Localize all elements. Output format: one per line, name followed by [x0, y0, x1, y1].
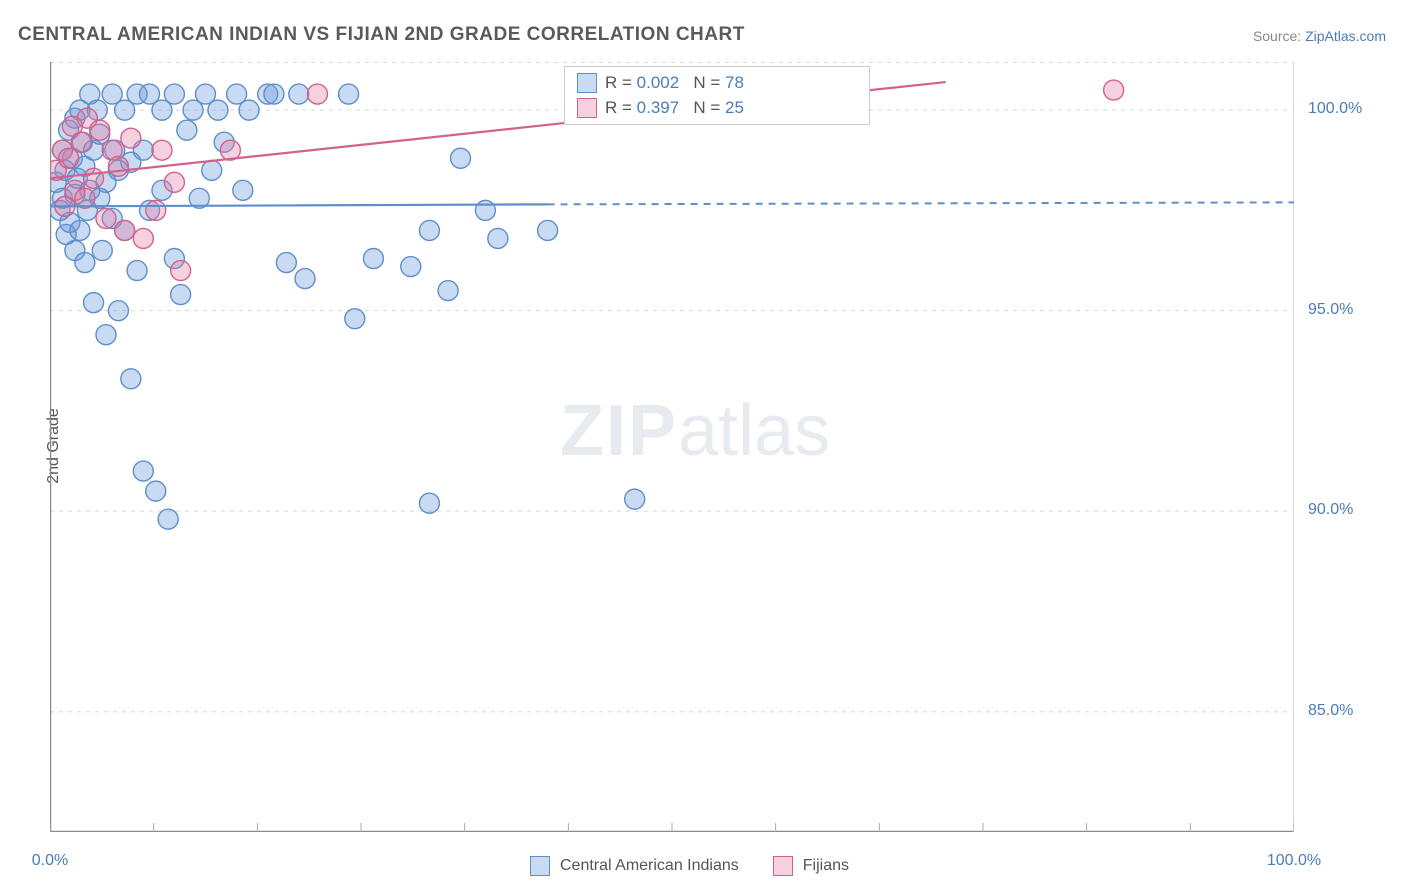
data-point	[133, 228, 153, 248]
data-point	[121, 128, 141, 148]
data-point	[115, 220, 135, 240]
data-point	[164, 172, 184, 192]
data-point	[84, 168, 104, 188]
data-point	[438, 281, 458, 301]
data-point	[202, 160, 222, 180]
data-point	[1104, 80, 1124, 100]
data-point	[75, 253, 95, 273]
data-point	[419, 220, 439, 240]
data-point	[475, 200, 495, 220]
data-point	[488, 228, 508, 248]
chart-title: CENTRAL AMERICAN INDIAN VS FIJIAN 2ND GR…	[18, 24, 745, 46]
source-prefix: Source:	[1253, 28, 1305, 44]
data-point	[538, 220, 558, 240]
data-point	[451, 148, 471, 168]
data-point	[121, 369, 141, 389]
data-point	[625, 489, 645, 509]
data-point	[401, 257, 421, 277]
y-tick-label: 95.0%	[1308, 301, 1398, 319]
y-tick-label: 85.0%	[1308, 702, 1398, 720]
data-point	[233, 180, 253, 200]
data-point	[264, 84, 284, 104]
data-point	[84, 293, 104, 313]
data-point	[171, 285, 191, 305]
data-point	[133, 461, 153, 481]
legend-swatch	[577, 73, 597, 93]
legend-swatch	[773, 856, 793, 876]
legend-swatch	[530, 856, 550, 876]
legend-label: Fijians	[803, 857, 849, 875]
x-tick-label: 100.0%	[1267, 852, 1321, 870]
stats-legend-row: R = 0.397 N = 25	[577, 98, 857, 118]
data-point	[276, 253, 296, 273]
data-point	[289, 84, 309, 104]
stats-legend-row: R = 0.002 N = 78	[577, 73, 857, 93]
x-tick-label: 0.0%	[32, 852, 68, 870]
source-attribution: Source: ZipAtlas.com	[1253, 28, 1386, 44]
legend-swatch	[577, 98, 597, 118]
data-point	[307, 84, 327, 104]
stats-legend: R = 0.002 N = 78 R = 0.397 N = 25	[564, 66, 870, 125]
data-point	[345, 309, 365, 329]
data-point	[239, 100, 259, 120]
data-point	[96, 208, 116, 228]
data-point	[96, 325, 116, 345]
data-point	[295, 269, 315, 289]
scatter-plot	[50, 62, 1294, 832]
legend-label: Central American Indians	[560, 857, 739, 875]
data-point	[146, 481, 166, 501]
data-point	[152, 140, 172, 160]
data-point	[70, 220, 90, 240]
data-point	[92, 240, 112, 260]
source-link[interactable]: ZipAtlas.com	[1305, 28, 1386, 44]
stats-text: R = 0.397 N = 25	[605, 98, 744, 118]
data-point	[164, 84, 184, 104]
data-point	[71, 132, 91, 152]
data-point	[339, 84, 359, 104]
data-point	[90, 120, 110, 140]
y-tick-label: 100.0%	[1308, 100, 1398, 118]
data-point	[108, 301, 128, 321]
series-legend: Central American Indians Fijians	[530, 856, 873, 876]
data-point	[171, 261, 191, 281]
y-tick-label: 90.0%	[1308, 501, 1398, 519]
data-point	[208, 100, 228, 120]
data-point	[146, 200, 166, 220]
stats-text: R = 0.002 N = 78	[605, 73, 744, 93]
data-point	[363, 249, 383, 269]
data-point	[108, 156, 128, 176]
data-point	[158, 509, 178, 529]
data-point	[127, 261, 147, 281]
chart-container: CENTRAL AMERICAN INDIAN VS FIJIAN 2ND GR…	[0, 0, 1406, 892]
data-point	[419, 493, 439, 513]
data-point	[177, 120, 197, 140]
